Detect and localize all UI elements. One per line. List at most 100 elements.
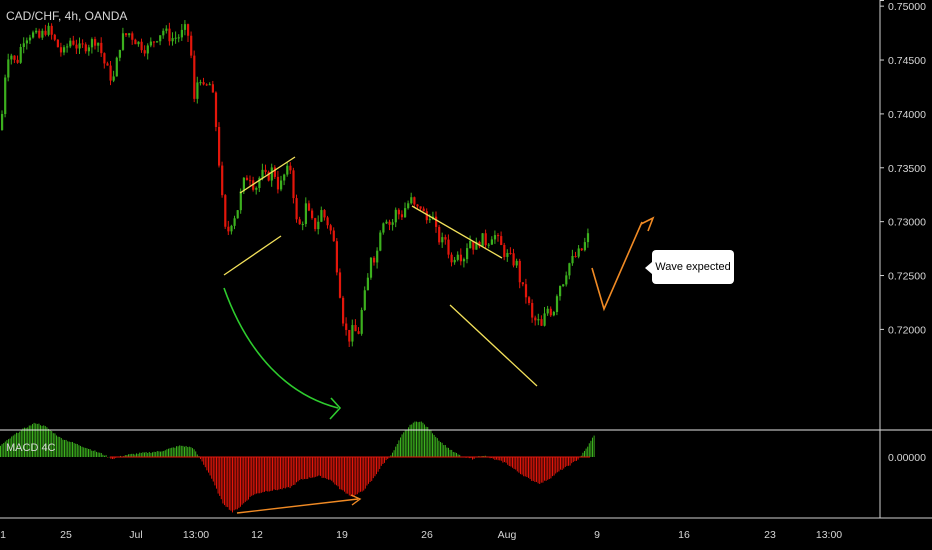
- candle-body: [549, 308, 552, 316]
- divergence-arrow[interactable]: [236, 494, 362, 514]
- macd-bar: [144, 452, 145, 457]
- macd-bar: [174, 447, 176, 457]
- macd-bar: [574, 457, 576, 462]
- macd-bar: [376, 457, 377, 475]
- candle-body: [205, 84, 208, 86]
- candle-body: [540, 319, 543, 326]
- candle-body: [214, 92, 218, 127]
- macd-bar: [150, 452, 152, 457]
- macd-bar: [417, 422, 419, 457]
- candle-body: [221, 165, 224, 196]
- macd-bar: [356, 457, 358, 495]
- candle-body: [13, 55, 16, 60]
- candle-body: [332, 230, 335, 242]
- candle-body: [475, 241, 478, 250]
- candle-body: [289, 165, 292, 171]
- curve-arrow[interactable]: [223, 287, 342, 420]
- macd-bar: [448, 447, 449, 457]
- candle-body: [4, 77, 7, 115]
- macd-bar: [262, 457, 264, 493]
- macd-bar: [161, 451, 163, 457]
- macd-bar: [1, 444, 3, 457]
- candle-body: [559, 286, 562, 297]
- flag-lower-line[interactable]: [223, 235, 282, 276]
- macd-bar: [105, 455, 107, 457]
- candle-body: [44, 30, 47, 35]
- macd-bar: [572, 457, 574, 462]
- macd-bar: [214, 457, 216, 486]
- macd-bar: [67, 441, 69, 457]
- candle-body: [360, 309, 363, 334]
- channel-lower-line[interactable]: [449, 304, 538, 387]
- chart-title: CAD/CHF, 4h, OANDA: [6, 9, 128, 23]
- price-tick-label: 0.73500: [888, 163, 926, 175]
- flag-upper-line[interactable]: [239, 156, 296, 194]
- candle-body: [444, 237, 447, 240]
- macd-bar: [500, 457, 502, 461]
- macd-bar: [302, 457, 304, 480]
- candle-body: [66, 46, 69, 48]
- candle-body: [190, 35, 193, 56]
- wave-expected-callout[interactable]: Wave expected: [645, 250, 734, 284]
- macd-bar: [564, 457, 566, 467]
- macd-bar: [560, 457, 561, 470]
- macd-bar: [284, 457, 286, 489]
- macd-bar: [283, 457, 285, 488]
- candle-body: [583, 242, 586, 251]
- macd-bar: [409, 424, 411, 457]
- candle-body: [156, 41, 159, 43]
- candle-body: [211, 84, 214, 93]
- macd-bar: [155, 451, 157, 457]
- macd-bar: [294, 457, 296, 485]
- macd-bar: [508, 457, 510, 467]
- candle-body: [416, 204, 419, 207]
- macd-bar: [35, 423, 37, 457]
- macd-bar: [22, 428, 24, 457]
- candle-body: [100, 42, 103, 54]
- pattern-lines[interactable]: [223, 156, 538, 387]
- macd-bar: [382, 457, 384, 464]
- candle-body: [314, 218, 317, 230]
- macd-bar: [72, 441, 73, 457]
- macd-bar: [276, 457, 278, 491]
- candle-body: [233, 218, 236, 226]
- macd-bar: [377, 457, 379, 472]
- macd-bar: [41, 425, 43, 457]
- price-tick-label: 0.72500: [888, 271, 926, 283]
- macd-bar: [390, 455, 392, 457]
- candle-body: [307, 203, 311, 211]
- channel-upper-line[interactable]: [411, 205, 503, 259]
- macd-bar: [422, 422, 424, 457]
- macd-bar: [9, 438, 11, 457]
- macd-bar: [51, 431, 53, 457]
- candle-body: [422, 208, 425, 212]
- macd-bar: [246, 457, 248, 501]
- macd-bar: [12, 435, 14, 457]
- projection-arrow[interactable]: [591, 216, 655, 312]
- macd-bar: [139, 452, 141, 457]
- macd-bar: [513, 457, 515, 469]
- macd-bar: [548, 457, 550, 480]
- macd-bar: [64, 439, 65, 457]
- macd-bar: [553, 457, 555, 476]
- candle-body: [335, 241, 338, 273]
- macd-bar: [291, 457, 293, 487]
- macd-bar: [249, 457, 251, 497]
- candle-body: [193, 55, 196, 99]
- macd-bar: [99, 452, 101, 457]
- candle-body: [270, 167, 273, 181]
- macd-bar: [107, 457, 109, 458]
- macd-bar: [217, 457, 219, 494]
- macd-bar: [342, 457, 344, 491]
- macd-bar: [332, 457, 334, 483]
- macd-bar: [278, 457, 280, 490]
- macd-bar: [558, 457, 560, 472]
- macd-bar: [534, 457, 536, 482]
- candle-body: [249, 180, 252, 182]
- candle-body: [419, 206, 422, 209]
- candle-body: [329, 225, 332, 231]
- candle-body: [320, 210, 323, 222]
- macd-bar: [180, 445, 182, 457]
- macd-bar: [30, 425, 32, 457]
